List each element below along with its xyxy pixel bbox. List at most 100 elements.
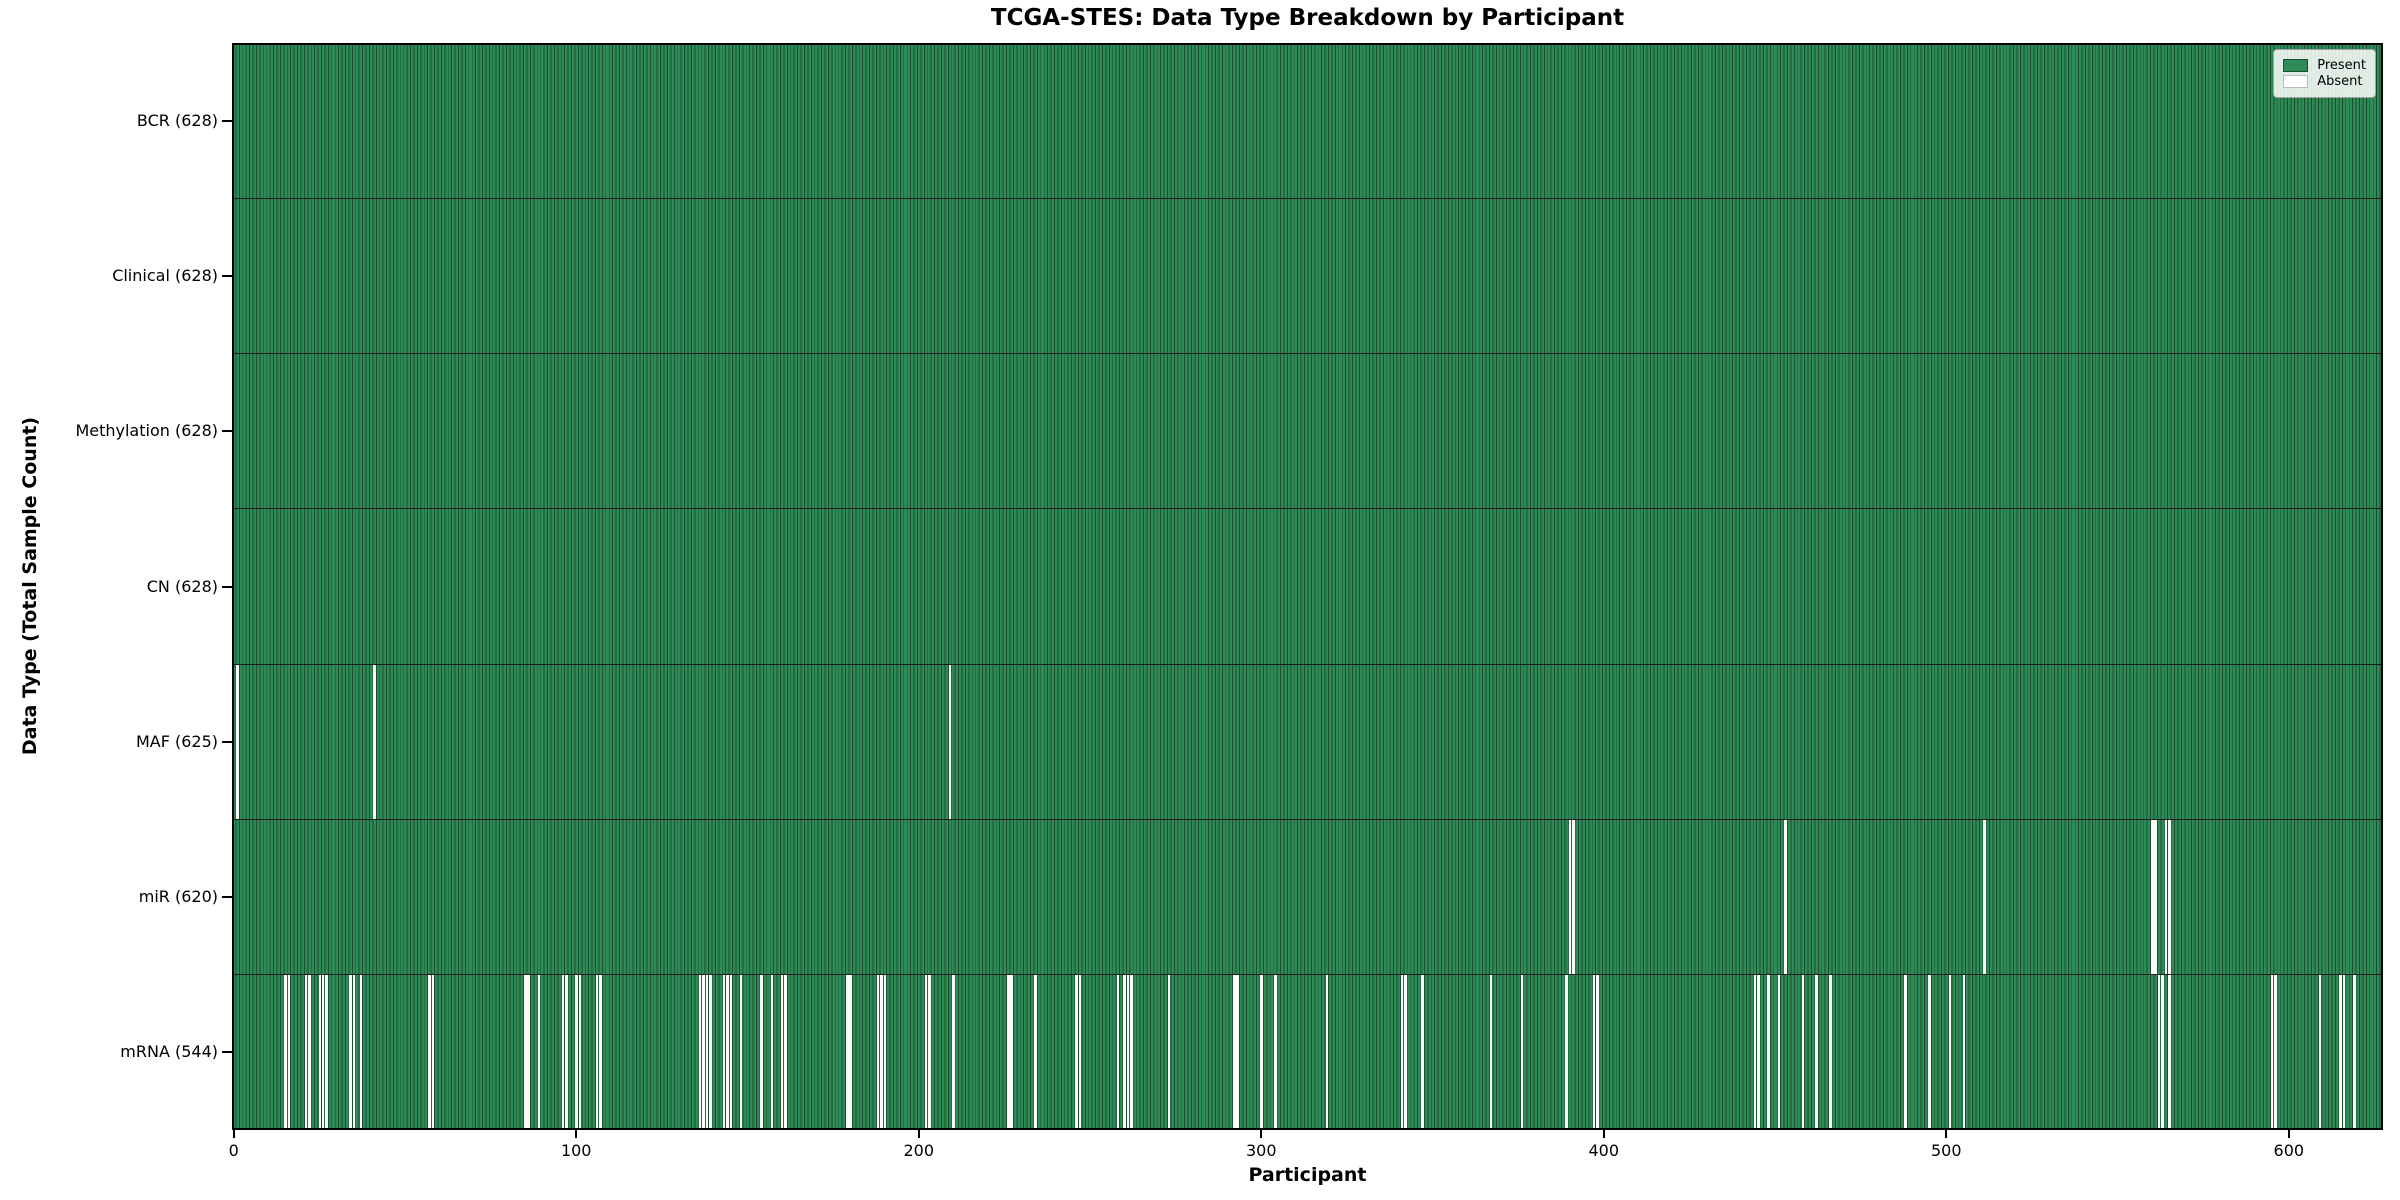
legend-swatch (2283, 75, 2309, 88)
absent-stripe (1075, 974, 1078, 1130)
absent-stripe (527, 974, 530, 1130)
absent-stripe (948, 664, 952, 820)
absent-stripe (321, 974, 325, 1130)
absent-stripe (1236, 974, 1239, 1130)
y-tick-label: CN (628) (146, 576, 218, 596)
absent-stripe (760, 974, 763, 1130)
absent-stripe (849, 974, 852, 1130)
absent-stripe (1404, 974, 1407, 1130)
absent-stripe (1962, 974, 1966, 1130)
absent-stripe (770, 974, 774, 1130)
y-tick-mark (222, 119, 232, 122)
absent-stripe (1565, 974, 1568, 1130)
row-clinical (232, 198, 2383, 353)
absent-stripe (1034, 974, 1037, 1130)
legend-entry: Absent (2283, 75, 2366, 88)
absent-stripe (1568, 819, 1572, 975)
absent-stripe (318, 974, 322, 1130)
absent-stripe (2168, 974, 2171, 1130)
y-tick-label: Clinical (628) (112, 265, 218, 285)
x-tick-mark (1260, 1130, 1263, 1138)
absent-stripe (1904, 974, 1907, 1130)
x-tick-label: 100 (560, 1141, 592, 1160)
absent-stripe (1784, 819, 1787, 975)
absent-stripe (928, 974, 931, 1130)
chart-title: TCGA-STES: Data Type Breakdown by Partic… (990, 5, 1625, 31)
absent-stripe (1400, 974, 1404, 1130)
row-mir (232, 819, 2383, 975)
y-tick-mark (222, 585, 232, 588)
absent-stripe (304, 974, 308, 1130)
absent-stripe (1753, 974, 1757, 1130)
row-divider (232, 197, 2383, 199)
x-tick-mark (917, 1130, 920, 1138)
absent-stripe (561, 974, 565, 1130)
row-bcr (232, 43, 2383, 198)
absent-stripe (2154, 819, 2157, 975)
absent-stripe (952, 974, 955, 1130)
absent-stripe (2318, 974, 2322, 1130)
absent-stripe (325, 974, 328, 1130)
y-tick-mark (222, 740, 232, 743)
y-tick-label: miR (620) (138, 887, 218, 907)
x-tick-label: 200 (903, 1141, 934, 1160)
absent-stripe (846, 974, 849, 1130)
row-cn (232, 509, 2383, 664)
absent-stripe (2339, 974, 2342, 1130)
y-tick-mark (222, 430, 232, 433)
absent-stripe (2270, 974, 2274, 1130)
row-divider (232, 974, 2383, 976)
absent-stripe (1489, 974, 1493, 1130)
row-divider (232, 353, 2383, 355)
absent-stripe (373, 664, 376, 820)
absent-stripe (1078, 974, 1082, 1130)
legend-label: Absent (2317, 74, 2363, 89)
absent-stripe (784, 974, 787, 1130)
absent-stripe (352, 974, 356, 1130)
row-divider (232, 508, 2383, 510)
x-tick-label: 300 (1245, 1141, 1277, 1160)
x-tick-mark (2287, 1130, 2290, 1138)
absent-stripe (1520, 974, 1524, 1130)
x-tick-mark (1602, 1130, 1605, 1138)
y-tick-mark (222, 896, 232, 899)
absent-stripe (284, 974, 287, 1130)
absent-stripe (1801, 974, 1805, 1130)
absent-stripe (578, 974, 582, 1130)
absent-stripe (1572, 819, 1575, 975)
absent-stripe (575, 974, 578, 1130)
row-methylation (232, 354, 2383, 509)
absent-stripe (1928, 974, 1931, 1130)
y-tick-label: Methylation (628) (75, 421, 218, 441)
row-divider (232, 818, 2383, 820)
absent-stripe (1592, 974, 1596, 1130)
absent-stripe (880, 974, 883, 1130)
absent-stripe (2161, 974, 2164, 1130)
absent-stripe (1010, 974, 1013, 1130)
absent-stripe (565, 974, 568, 1130)
absent-stripe (359, 974, 363, 1130)
absent-stripe (236, 664, 239, 820)
absent-stripe (1983, 819, 1986, 975)
absent-stripe (729, 974, 733, 1130)
absent-stripe (1167, 974, 1171, 1130)
absent-stripe (431, 974, 435, 1130)
absent-stripe (1325, 974, 1329, 1130)
absent-stripe (595, 974, 599, 1130)
absent-stripe (1829, 974, 1832, 1130)
absent-stripe (1006, 974, 1010, 1130)
absent-stripe (726, 974, 729, 1130)
absent-stripe (1767, 974, 1770, 1130)
absent-stripe (1777, 974, 1781, 1130)
absent-stripe (876, 974, 880, 1130)
row-divider (232, 663, 2383, 665)
absent-stripe (1260, 974, 1263, 1130)
absent-stripe (599, 974, 602, 1130)
absent-stripe (722, 974, 726, 1130)
x-tick-mark (1945, 1130, 1948, 1138)
legend-entry: Present (2283, 59, 2366, 72)
absent-stripe (308, 974, 311, 1130)
absent-stripe (2342, 974, 2346, 1130)
absent-stripe (2150, 819, 2154, 975)
